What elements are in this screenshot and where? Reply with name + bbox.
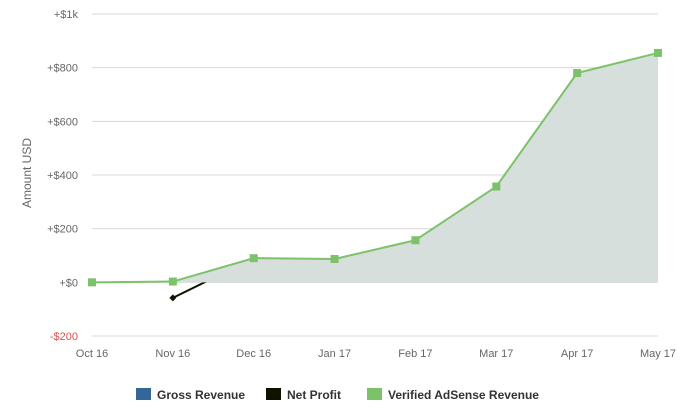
verified-adsense-revenue-point[interactable] [492,182,501,191]
y-tick-label: +$600 [47,116,78,128]
x-tick-label: Mar 17 [479,348,513,360]
legend-item-net-profit[interactable]: Net Profit [266,388,341,402]
verified-adsense-revenue-point[interactable] [573,69,582,78]
legend-swatch [136,388,151,400]
legend-label: Net Profit [287,388,341,402]
y-tick-label: -$200 [50,331,78,343]
legend-label: Gross Revenue [157,388,245,402]
legend-item-gross-revenue[interactable]: Gross Revenue [136,388,245,402]
legend-label: Verified AdSense Revenue [388,388,539,402]
legend[interactable]: Gross Revenue Net Profit Verified AdSense … [136,388,539,402]
x-tick-label: Apr 17 [561,348,593,360]
verified-adsense-revenue-point[interactable] [88,278,96,287]
x-axis-ticks: Oct 16 Nov 16 Dec 16 Jan 17 Feb 17 Mar 17 Apr … [76,348,676,360]
legend-swatch [266,388,281,400]
verified-adsense-revenue-point[interactable] [411,236,420,245]
y-tick-label: +$400 [47,170,78,182]
legend-item-verified-adsense-revenue[interactable]: Verified AdSense Revenue [367,388,539,402]
verified-adsense-revenue-area [92,52,658,283]
x-tick-label: May 17 [640,348,676,360]
y-tick-label: +$0 [59,277,78,289]
plot-area [88,48,662,302]
verified-adsense-revenue-point[interactable] [168,277,177,286]
verified-adsense-revenue-point[interactable] [654,48,662,57]
x-tick-label: Nov 16 [155,348,190,360]
verified-adsense-revenue-point[interactable] [330,254,339,263]
x-tick-label: Dec 16 [236,348,271,360]
net-profit-point[interactable] [169,294,177,302]
verified-adsense-revenue-line [91,51,659,284]
y-tick-label: +$800 [47,63,78,75]
legend-swatch [367,388,382,400]
y-axis-ticks: +$1k +$800 +$600 +$400 +$200 +$0 -$200 [47,9,78,343]
x-tick-label: Jan 17 [318,348,351,360]
verified-adsense-revenue-point[interactable] [249,254,258,263]
y-axis-title: Amount USD [20,138,34,208]
y-tick-label: +$1k [54,9,79,21]
y-tick-label: +$200 [47,224,78,236]
x-tick-label: Feb 17 [398,348,432,360]
x-tick-label: Oct 16 [76,348,108,360]
